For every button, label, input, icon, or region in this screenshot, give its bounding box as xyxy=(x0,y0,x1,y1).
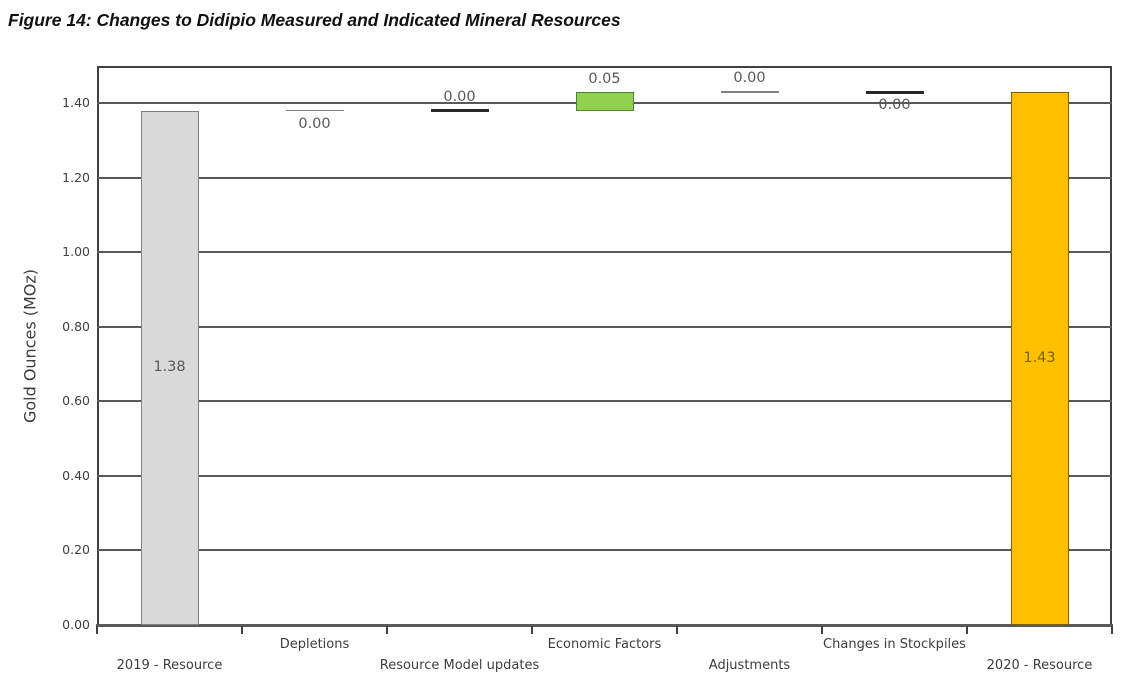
category-label-2020-resource: 2020 - Resource xyxy=(986,658,1093,673)
x-axis-line xyxy=(96,624,1113,627)
gridline xyxy=(97,400,1112,403)
y-tick-label: 0.80 xyxy=(62,318,90,334)
gridline xyxy=(97,474,1112,477)
bar-2019-resource xyxy=(140,110,199,625)
x-axis-tick xyxy=(966,626,968,634)
y-tick-label: 1.40 xyxy=(62,95,90,111)
category-label-2019-resource: 2019 - Resource xyxy=(116,658,223,673)
gridline xyxy=(97,325,1112,328)
x-axis-tick xyxy=(96,626,98,634)
plot-area xyxy=(97,66,1112,625)
x-axis-tick xyxy=(386,626,388,634)
value-label-resource-model-updates: 0.00 xyxy=(443,88,476,105)
x-axis-tick xyxy=(1111,626,1113,634)
x-axis-tick xyxy=(676,626,678,634)
y-tick-label: 0.00 xyxy=(62,617,90,632)
value-label-economic-factors: 0.05 xyxy=(588,71,621,88)
x-axis-tick xyxy=(531,626,533,634)
category-label-economic-factors: Economic Factors xyxy=(547,637,662,652)
marker-line-resource-model-updates xyxy=(430,109,489,113)
y-axis-title: Gold Ounces (MOz) xyxy=(20,268,40,423)
y-tick-label: 1.20 xyxy=(62,169,90,185)
y-tick-label: 0.40 xyxy=(62,467,90,483)
gridline xyxy=(97,549,1112,552)
gridline xyxy=(97,251,1112,254)
bar-2020-resource xyxy=(1010,92,1069,625)
category-label-resource-model-updates: Resource Model updates xyxy=(379,658,540,673)
value-label-depletions: 0.00 xyxy=(298,115,331,132)
marker-line-adjustments xyxy=(720,91,779,93)
category-label-changes-in-stockpiles: Changes in Stockpiles xyxy=(823,637,966,652)
value-label-adjustments: 0.00 xyxy=(733,70,766,87)
marker-line-depletions xyxy=(285,109,344,112)
gridline xyxy=(97,176,1112,179)
y-tick-label: 1.00 xyxy=(62,244,90,260)
y-tick-label: 0.20 xyxy=(62,542,90,558)
marker-line-changes-in-stockpiles xyxy=(865,90,924,94)
figure-title: Figure 14: Changes to Didipio Measured a… xyxy=(8,10,621,30)
category-label-adjustments: Adjustments xyxy=(708,658,791,673)
bar-economic-factors xyxy=(575,92,634,111)
y-tick-label: 0.60 xyxy=(62,393,90,409)
x-axis-tick xyxy=(821,626,823,634)
value-label-2020-resource: 1.43 xyxy=(1023,349,1056,366)
value-label-2019-resource: 1.38 xyxy=(153,358,186,375)
category-label-depletions: Depletions xyxy=(279,637,350,652)
x-axis-tick xyxy=(241,626,243,634)
value-label-changes-in-stockpiles: 0.00 xyxy=(878,97,911,114)
